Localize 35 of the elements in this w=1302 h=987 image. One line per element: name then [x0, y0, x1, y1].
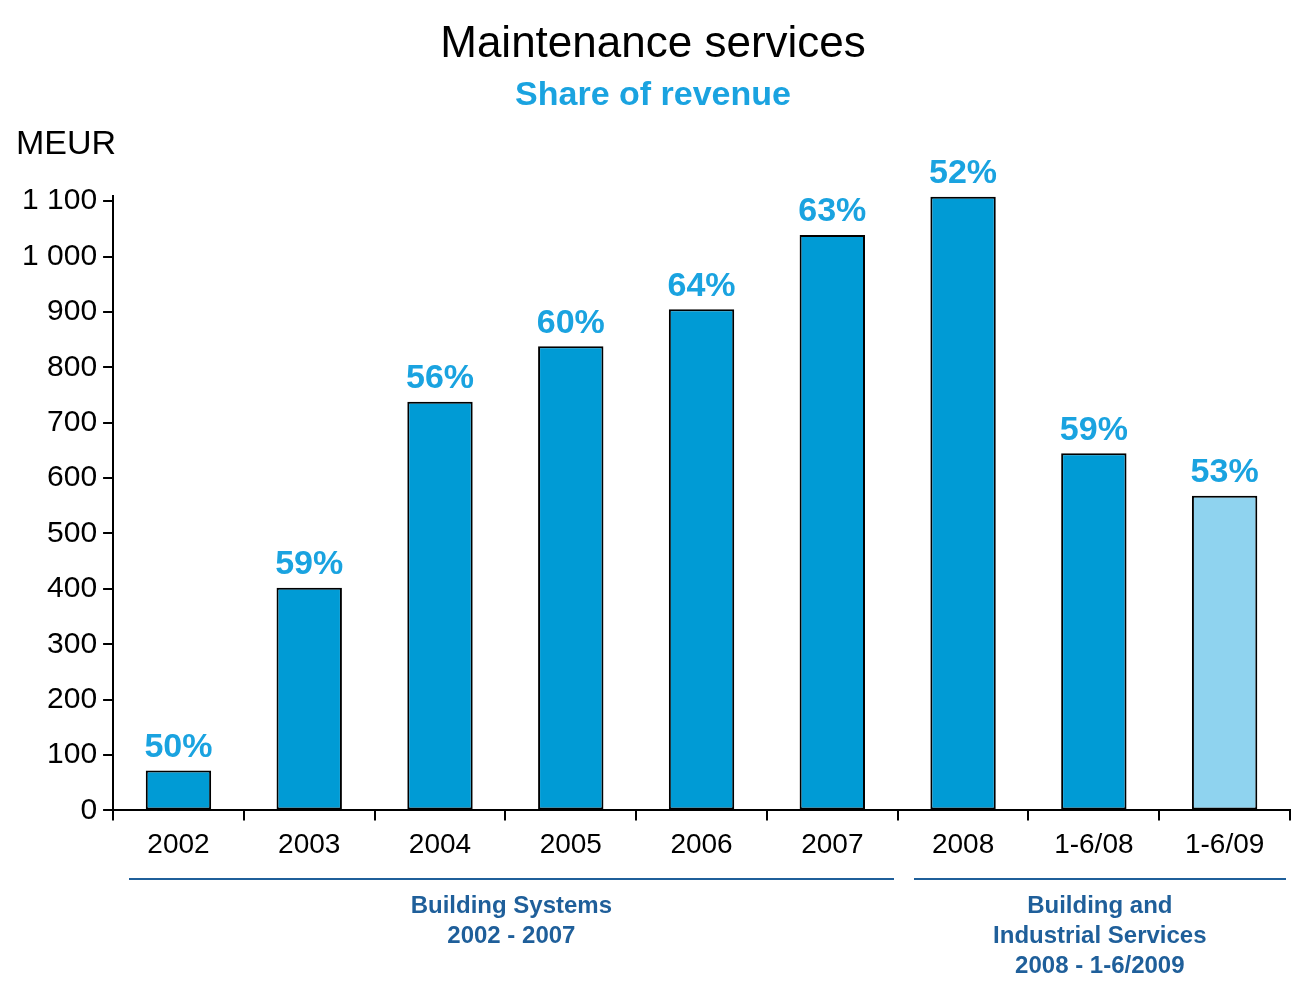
x-tick-label: 2007 — [801, 827, 864, 859]
annotation: 59% — [275, 543, 344, 582]
y-tick-label: 1 000 — [22, 237, 98, 271]
y-tick-label: 200 — [47, 680, 98, 714]
text: Building and Industrial Services 2008 - 1-6/2009 — [992, 890, 1208, 980]
x-tick-label: 2008 — [931, 827, 995, 859]
y-tick-label: 800 — [47, 348, 98, 382]
text: Building Systems 2002 - 2007 — [409, 890, 614, 950]
y-tick-label: 1 100 — [22, 182, 98, 216]
annotation: 53% — [1190, 451, 1259, 490]
y-axis-title: MEUR — [16, 122, 117, 161]
x-tick-label: 2003 — [278, 827, 341, 859]
x-tick-label: 1-6/08 — [1054, 827, 1134, 859]
y-tick-label: 0 — [80, 791, 98, 825]
y-tick-label: 500 — [47, 514, 98, 548]
y-tick-label: 400 — [47, 570, 98, 604]
annotation: 64% — [667, 264, 736, 303]
x-tick-label: 2006 — [670, 827, 733, 859]
x-tick-label: 2002 — [147, 827, 210, 859]
annotation: 56% — [405, 357, 475, 396]
annotation: 60% — [536, 301, 605, 340]
y-tick-label: 300 — [47, 625, 98, 659]
x-tick-label: 1-6/09 — [1184, 827, 1265, 859]
annotation: 63% — [798, 190, 867, 229]
annotation: 59% — [1059, 408, 1128, 447]
chart-subtitle: Share of revenue — [515, 73, 791, 112]
y-tick-label: 100 — [47, 736, 98, 770]
chart-title: Maintenance services — [440, 16, 866, 66]
y-tick-label: 900 — [47, 293, 98, 327]
x-tick-label: 2005 — [539, 827, 602, 859]
x-tick-label: 2004 — [408, 827, 472, 859]
y-tick-label: 700 — [47, 403, 98, 437]
annotation: 52% — [929, 152, 998, 191]
annotation: 50% — [144, 725, 213, 764]
y-tick-label: 600 — [47, 459, 98, 493]
